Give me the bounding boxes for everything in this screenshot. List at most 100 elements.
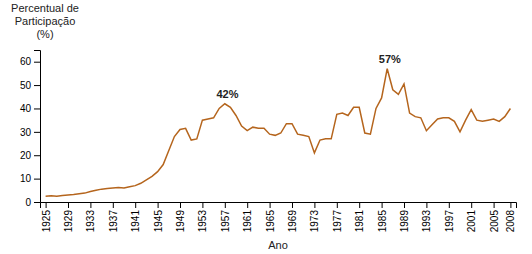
- x-tick: 1989: [399, 202, 410, 232]
- x-tick-label: 1981: [354, 210, 365, 233]
- x-tick-mark: [382, 202, 383, 208]
- x-tick-label: 1925: [41, 210, 52, 233]
- y-tick: 50: [20, 80, 40, 91]
- y-tick-label: 30: [20, 127, 32, 138]
- y-axis-title: Percentual deParticipação(%): [11, 2, 79, 40]
- x-tick: 1949: [175, 202, 186, 232]
- y-tick-label: 10: [20, 173, 32, 184]
- x-tick-label: 2008: [505, 210, 516, 233]
- y-axis-line: [34, 51, 41, 203]
- x-tick-mark: [471, 202, 472, 208]
- y-tick-label: 50: [20, 80, 32, 91]
- x-tick-label: 1929: [63, 210, 74, 233]
- x-tick: 1961: [242, 202, 253, 232]
- y-axis-title-line: (%): [36, 28, 53, 40]
- y-axis-title-line: Percentual de: [11, 2, 79, 14]
- y-tick-mark: [34, 132, 40, 133]
- x-tick-label: 1985: [377, 210, 388, 233]
- x-tick-label: 1953: [197, 210, 208, 233]
- y-tick: 10: [20, 173, 40, 184]
- x-tick-label: 1965: [265, 210, 276, 233]
- x-tick: 1933: [85, 202, 96, 232]
- x-tick-label: 2001: [466, 210, 477, 233]
- x-tick-label: 1937: [108, 210, 119, 233]
- y-tick-mark: [34, 62, 40, 63]
- x-tick-mark: [135, 202, 136, 208]
- x-tick-label: 1989: [399, 210, 410, 233]
- x-tick-mark: [46, 202, 47, 208]
- y-tick-mark: [34, 202, 40, 203]
- x-tick: 1985: [377, 202, 388, 232]
- x-tick: 1977: [332, 202, 343, 232]
- x-tick: 1953: [197, 202, 208, 232]
- x-tick: 1997: [444, 202, 455, 232]
- x-tick-label: 1949: [175, 210, 186, 233]
- x-tick: 2008: [505, 202, 516, 232]
- x-tick-label: 1997: [444, 210, 455, 233]
- x-tick: 1973: [309, 202, 320, 232]
- x-tick-mark: [68, 202, 69, 208]
- line: [46, 69, 511, 196]
- x-tick-mark: [494, 202, 495, 208]
- x-tick-label: 1993: [421, 210, 432, 233]
- x-tick: 1957: [220, 202, 231, 232]
- y-tick: 60: [20, 56, 40, 67]
- x-tick-label: 1961: [242, 210, 253, 233]
- x-tick: 1941: [130, 202, 141, 232]
- x-tick-label: 1977: [332, 210, 343, 233]
- chart: 1925 1929 1933 1937 1941 1945 1949 1953 1957 1961…: [0, 0, 532, 254]
- y-tick: 40: [20, 103, 40, 114]
- x-tick: 1925: [41, 202, 52, 232]
- x-tick-mark: [247, 202, 248, 208]
- y-axis-title-line: Participação: [15, 15, 76, 27]
- x-tick-mark: [270, 202, 271, 208]
- x-tick: 1945: [153, 202, 164, 232]
- x-tick-mark: [292, 202, 293, 208]
- x-axis: 1925 1929 1933 1937 1941 1945 1949 1953 1957 1961…: [41, 202, 517, 232]
- y-tick: 30: [20, 127, 40, 138]
- y-axis: 0 10 20 30 40 50 60: [20, 51, 41, 208]
- x-tick: 1981: [354, 202, 365, 232]
- x-tick-mark: [158, 202, 159, 208]
- plot: 1925 1929 1933 1937 1941 1945 1949 1953 1957 1961…: [20, 51, 517, 233]
- y-tick: 20: [20, 150, 40, 161]
- y-tick: 0: [25, 197, 40, 208]
- x-tick-label: 1957: [220, 210, 231, 233]
- x-tick-mark: [90, 202, 91, 208]
- x-tick-mark: [113, 202, 114, 208]
- x-tick-mark: [337, 202, 338, 208]
- x-tick-mark: [314, 202, 315, 208]
- x-tick-label: 1973: [309, 210, 320, 233]
- x-tick-mark: [510, 202, 511, 208]
- x-axis-line: [41, 203, 517, 209]
- x-tick-mark: [180, 202, 181, 208]
- x-tick: 2001: [466, 202, 477, 232]
- y-tick-mark: [34, 155, 40, 156]
- x-tick: 1965: [265, 202, 276, 232]
- x-tick-label: 1933: [85, 210, 96, 233]
- y-tick-label: 40: [20, 103, 32, 114]
- y-tick-mark: [34, 179, 40, 180]
- x-tick-mark: [426, 202, 427, 208]
- x-tick-label: 2005: [489, 210, 500, 233]
- x-tick-mark: [359, 202, 360, 208]
- x-tick-label: 1941: [130, 210, 141, 233]
- y-tick-mark: [34, 108, 40, 109]
- x-tick-mark: [404, 202, 405, 208]
- x-tick-label: 1969: [287, 210, 298, 233]
- y-tick-label: 0: [25, 197, 31, 208]
- x-tick: 1993: [421, 202, 432, 232]
- x-axis-title: Ano: [268, 239, 288, 251]
- annotation: 57%: [379, 53, 401, 65]
- marks: [46, 69, 511, 196]
- x-tick: 2005: [489, 202, 500, 232]
- y-tick-mark: [34, 85, 40, 86]
- x-tick-mark: [449, 202, 450, 208]
- x-tick-label: 1945: [153, 210, 164, 233]
- x-tick: 1937: [108, 202, 119, 232]
- x-tick: 1969: [287, 202, 298, 232]
- y-tick-label: 60: [20, 56, 32, 67]
- x-tick-mark: [202, 202, 203, 208]
- annotation: 42%: [216, 88, 238, 100]
- x-tick: 1929: [63, 202, 74, 232]
